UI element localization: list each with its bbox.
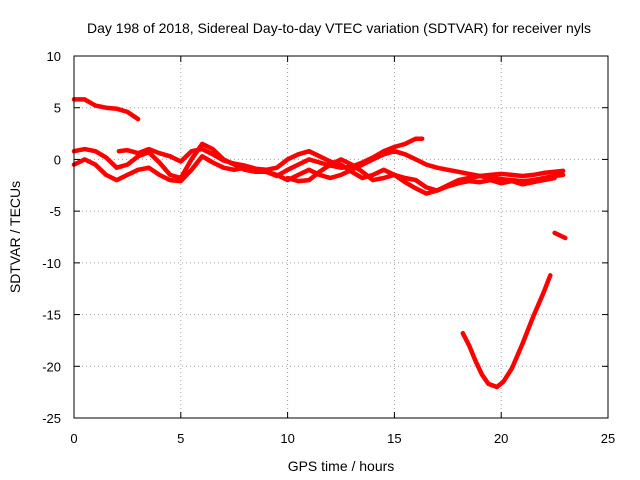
- x-axis-label: GPS time / hours: [288, 458, 395, 474]
- series-group: [71, 97, 568, 390]
- x-tick-label: 15: [387, 431, 401, 446]
- series-track-small: [552, 230, 568, 241]
- y-axis-label: SDTVAR / TECUs: [7, 181, 23, 293]
- x-tick-label: 5: [177, 431, 184, 446]
- series-track-v: [460, 273, 553, 390]
- y-tick-label: -25: [42, 411, 61, 426]
- x-tick-label: 0: [70, 431, 77, 446]
- chart-title: Day 198 of 2018, Sidereal Day-to-day VTE…: [87, 20, 591, 36]
- series-track-d: [285, 157, 557, 196]
- plot-frame: [73, 55, 609, 419]
- y-tick-label: -20: [42, 359, 61, 374]
- grid: [74, 56, 608, 418]
- y-tick-label: 5: [54, 101, 61, 116]
- x-tick-label: 25: [601, 431, 615, 446]
- y-tick-label: -10: [42, 256, 61, 271]
- y-tick-label: 0: [54, 152, 61, 167]
- ticks: 0 5 10 15 20 25 10 5 0 -5 -10 -15 -20 -25: [42, 49, 615, 446]
- y-tick-label: -5: [49, 204, 61, 219]
- x-tick-label: 10: [280, 431, 294, 446]
- series-track-c: [116, 146, 566, 193]
- series-track-top: [71, 97, 141, 122]
- y-tick-label: -15: [42, 308, 61, 323]
- y-tick-label: 10: [47, 49, 61, 64]
- x-tick-label: 20: [494, 431, 508, 446]
